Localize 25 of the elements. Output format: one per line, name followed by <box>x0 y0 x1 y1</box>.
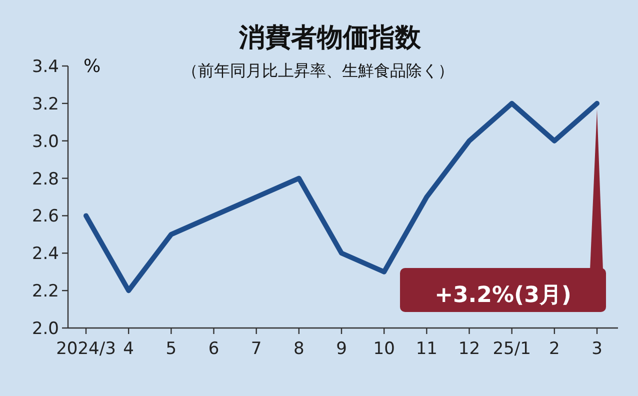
y-tick-label: 2.8 <box>32 169 59 190</box>
x-tick-label: 12 <box>458 339 480 359</box>
x-tick-label: 11 <box>416 339 438 359</box>
y-tick-label: 3.2 <box>32 94 59 114</box>
annotation: +3.2%(3月) <box>434 283 572 308</box>
chart-title: 消費者物価指数 <box>238 23 422 53</box>
x-tick-label: 4 <box>123 339 134 359</box>
x-tick-label: 2 <box>549 339 560 359</box>
x-tick-label: 2024/3 <box>56 339 116 359</box>
x-tick-label: 5 <box>166 339 177 359</box>
y-tick-label: 3.0 <box>32 132 59 152</box>
y-tick-label: 2.4 <box>32 244 59 264</box>
y-tick-label: 2.0 <box>32 319 59 339</box>
x-tick-label: 7 <box>250 339 262 359</box>
x-tick-label: 6 <box>208 339 220 359</box>
y-axis-title: % <box>83 56 101 77</box>
y-tick-label: 3.4 <box>32 57 59 77</box>
x-tick-label: 25/1 <box>492 339 531 359</box>
x-tick-label: 10 <box>373 339 395 359</box>
x-tick-label: 8 <box>294 339 304 359</box>
x-tick-label: 9 <box>336 339 347 359</box>
y-tick-label: 2.6 <box>32 206 59 227</box>
x-tick-label: 3 <box>592 339 602 359</box>
chart-subtitle: （前年同月比上昇率、生鮮食品除く） <box>182 61 454 80</box>
y-tick-label: 2.2 <box>32 282 59 302</box>
